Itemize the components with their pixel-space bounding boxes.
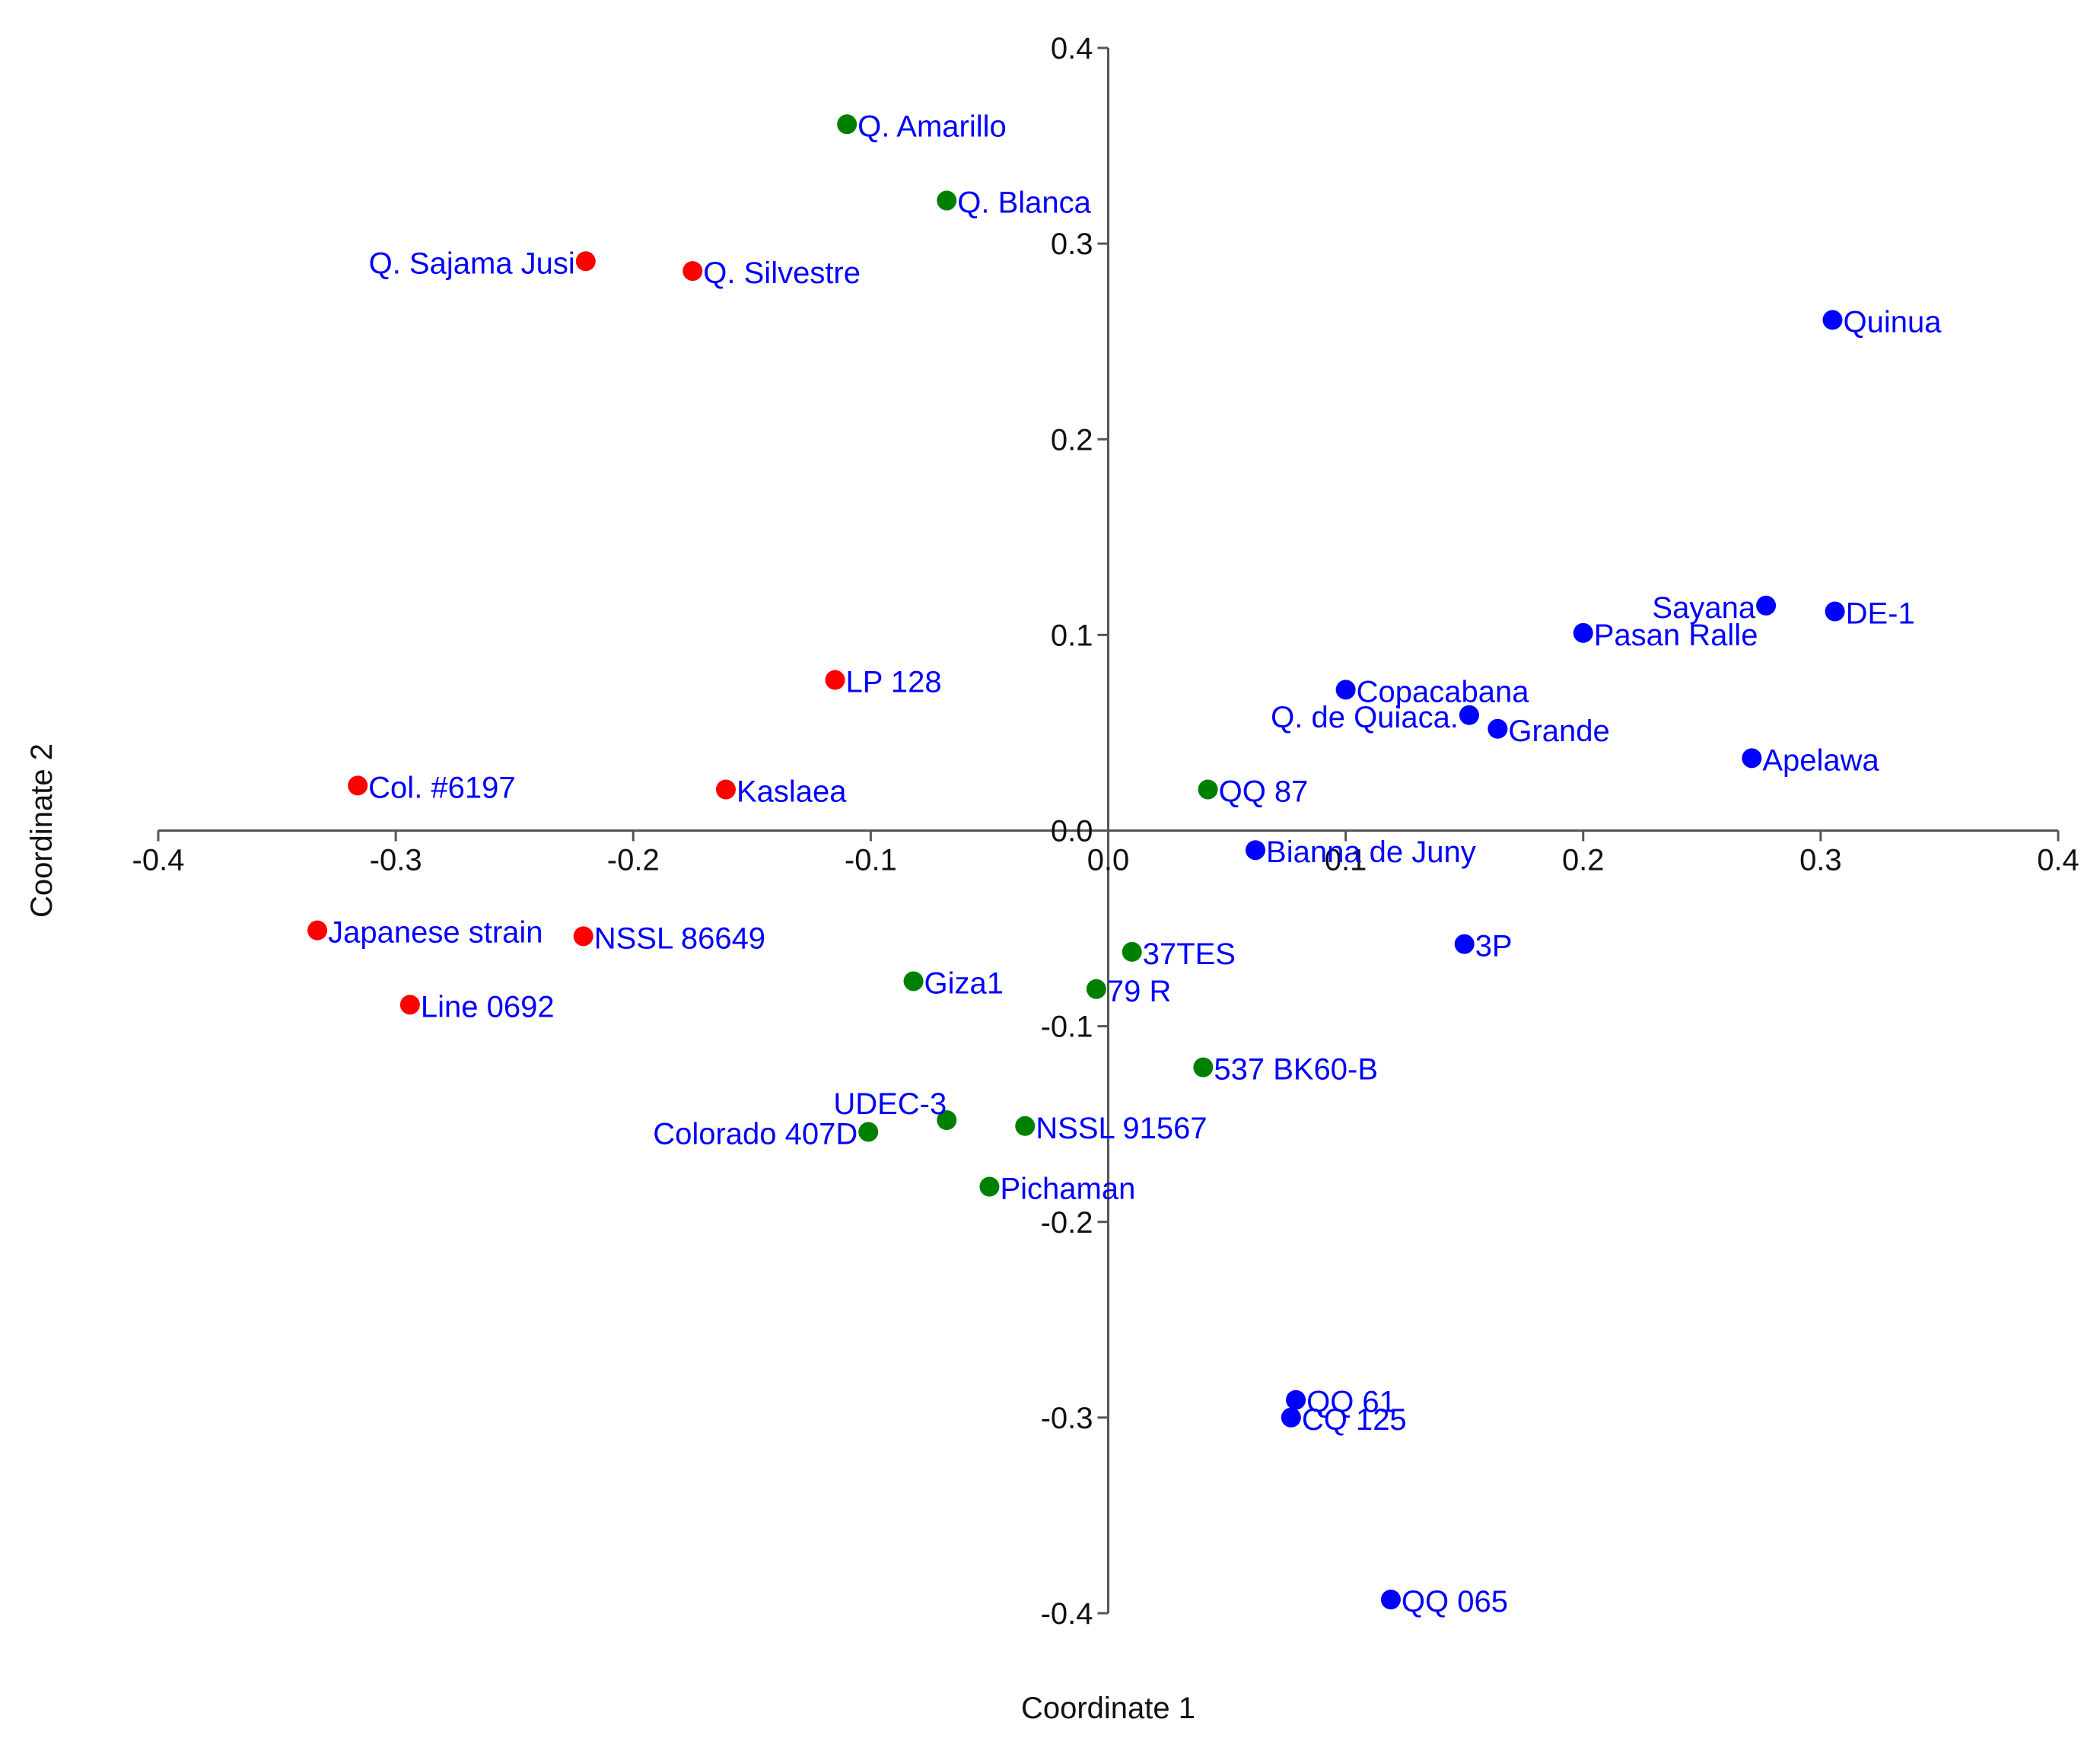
point-label: Col. #6197 — [368, 771, 515, 804]
data-point — [858, 1122, 879, 1142]
data-point — [573, 926, 593, 947]
data-point — [903, 971, 924, 992]
point-label: DE-1 — [1846, 597, 1915, 631]
y-axis-ticks: 0.4 0.3 0.2 0.1 0.0 -0.1 -0.2 -0.3 -0.4 — [1041, 32, 1109, 1631]
point-label: 37TES — [1143, 937, 1236, 971]
x-tick-label: -0.2 — [607, 844, 660, 877]
point-label: QQ 61 — [1306, 1386, 1396, 1419]
x-tick-label: 0.3 — [1799, 844, 1842, 877]
y-tick-label: -0.1 — [1041, 1011, 1093, 1044]
data-point — [837, 114, 858, 135]
x-tick-label: -0.3 — [370, 844, 422, 877]
x-tick-label: 0.0 — [1087, 844, 1130, 877]
data-point — [825, 670, 845, 690]
y-tick-label: 0.0 — [1051, 815, 1093, 848]
y-tick-label: 0.2 — [1051, 423, 1093, 457]
data-point — [682, 261, 703, 282]
data-point — [348, 775, 368, 796]
data-point — [1193, 1057, 1214, 1077]
y-tick-label: 0.4 — [1051, 32, 1093, 65]
data-point — [937, 190, 957, 211]
point-label: NSSL 91567 — [1036, 1112, 1207, 1145]
data-point — [1825, 601, 1845, 622]
data-point — [1756, 595, 1777, 616]
x-axis-title: Coordinate 1 — [1021, 1692, 1195, 1725]
point-label: Q. Sajama Jusi — [369, 247, 575, 280]
y-tick-label: -0.2 — [1041, 1206, 1093, 1240]
data-point — [1122, 941, 1142, 962]
data-point — [575, 251, 596, 272]
point-label: NSSL 86649 — [594, 922, 765, 955]
data-point — [979, 1176, 1000, 1197]
point-label: 537 BK60-B — [1214, 1053, 1378, 1087]
point-label: Copacabana — [1357, 675, 1530, 708]
y-tick-label: 0.3 — [1051, 228, 1093, 261]
point-label: Pasan Ralle — [1594, 619, 1758, 652]
point-label: Q. de Quiaca. — [1271, 701, 1459, 734]
y-tick-label: 0.1 — [1051, 619, 1093, 652]
data-point — [1015, 1116, 1036, 1136]
point-label: CQ 125 — [1302, 1403, 1407, 1437]
data-point — [1573, 622, 1593, 643]
point-label: QQ 87 — [1219, 775, 1309, 809]
x-tick-label: 0.4 — [2037, 844, 2079, 877]
point-label: QQ 065 — [1402, 1585, 1508, 1619]
data-point — [1459, 705, 1479, 725]
data-point — [1380, 1590, 1401, 1610]
point-label: Kaslaea — [737, 775, 847, 809]
data-point — [1454, 934, 1475, 954]
data-point — [1335, 680, 1356, 700]
data-point — [1742, 748, 1762, 769]
x-tick-label: 0.2 — [1562, 844, 1605, 877]
point-label: Pichaman — [1000, 1172, 1135, 1205]
data-point — [715, 779, 736, 800]
point-labels: Q. Sajama Jusi Q. Silvestre LP 128 Col. #61… — [328, 110, 1942, 1619]
point-label: Apelawa — [1762, 743, 1879, 777]
point-label: Colorado 407D — [653, 1117, 858, 1151]
x-tick-label: 0.1 — [1325, 844, 1367, 877]
data-point — [1281, 1407, 1301, 1428]
data-point — [1086, 979, 1106, 999]
point-label: Bianna de Juny — [1266, 836, 1476, 869]
x-tick-label: -0.4 — [132, 844, 185, 877]
y-axis-title: Coordinate 2 — [25, 743, 59, 918]
data-point — [307, 920, 328, 941]
point-label: Q. Silvestre — [703, 256, 861, 290]
point-label: Sayana — [1652, 591, 1755, 625]
data-point — [1198, 779, 1218, 800]
data-points — [307, 114, 1845, 1610]
point-label: Q. Amarillo — [858, 110, 1007, 143]
point-label: 79 R — [1107, 975, 1172, 1008]
point-label: UDEC-3 — [833, 1087, 947, 1121]
point-label: Quinua — [1843, 305, 1942, 339]
data-point — [1286, 1389, 1306, 1410]
data-point — [1246, 840, 1266, 861]
y-tick-label: -0.3 — [1041, 1402, 1093, 1435]
data-point — [399, 995, 420, 1015]
x-axis-ticks: -0.4 -0.3 -0.2 -0.1 0.0 0.1 0.2 0.3 0.4 — [132, 830, 2079, 877]
data-point — [1488, 718, 1508, 739]
data-point — [937, 1110, 957, 1131]
point-label: Giza1 — [924, 966, 1004, 1000]
point-label: 3P — [1475, 930, 1513, 963]
point-label: LP 128 — [846, 666, 942, 699]
data-point — [1822, 310, 1843, 330]
point-label: Japanese strain — [328, 916, 542, 950]
y-tick-label: -0.4 — [1041, 1597, 1093, 1631]
point-label: Grande — [1508, 715, 1609, 748]
point-label: Line 0692 — [421, 990, 555, 1023]
x-tick-label: -0.1 — [845, 844, 897, 877]
point-label: Q. Blanca — [957, 186, 1091, 220]
